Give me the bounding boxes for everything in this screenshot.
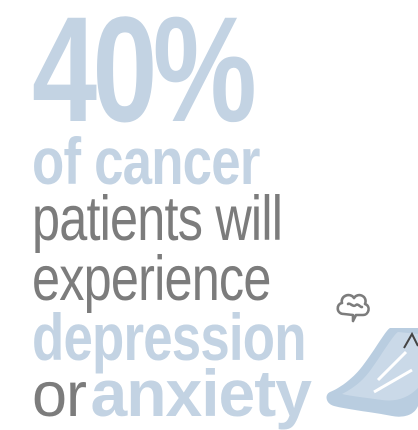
worried-person-icon [326, 293, 418, 417]
subject-line: of cancer [32, 124, 260, 198]
body-line-2: experience [32, 244, 271, 314]
stat-number: 40% [32, 0, 257, 153]
thought-bubble-icon [336, 293, 370, 323]
highlight-anxiety: anxiety [90, 356, 311, 430]
highlight-depression: depression [32, 300, 306, 374]
highlight-line: or anxiety [32, 360, 312, 430]
body-line-1: patients will [32, 184, 283, 254]
person-shape [326, 328, 418, 417]
or-text: or [32, 360, 87, 430]
